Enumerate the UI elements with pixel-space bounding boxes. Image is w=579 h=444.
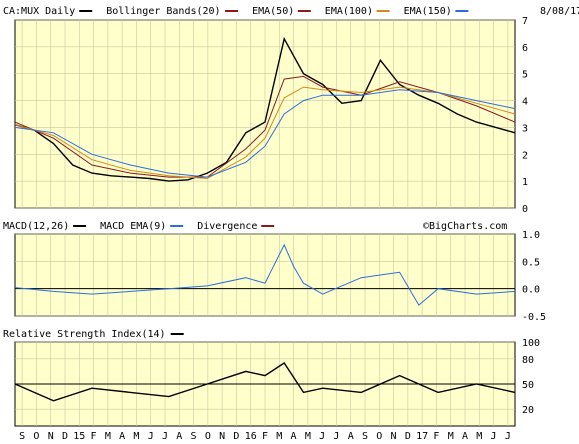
x-tick-label: J: [162, 431, 168, 442]
price-y-tick-labels: 0 1 2 3 4 5 6 7: [522, 16, 528, 215]
chart-date: 8/08/17: [540, 6, 579, 17]
y-tick-label: 0: [522, 204, 528, 215]
x-tick-label: F: [433, 431, 439, 442]
series-line: [14, 36, 516, 182]
legend-label: Relative Strength Index(14): [3, 329, 166, 340]
price-series: [14, 36, 516, 182]
x-tick-label: J: [148, 431, 154, 442]
series-line: [14, 75, 516, 178]
series-line: [14, 86, 516, 180]
legend-label: MACD EMA(9): [100, 221, 166, 232]
macd-legend: MACD(12,26) MACD EMA(9) Divergence: [3, 221, 275, 232]
x-tick-label: M: [305, 431, 311, 442]
y-tick-label: 5: [522, 70, 528, 81]
x-tick-label: A: [176, 431, 182, 442]
x-tick-label: J: [319, 431, 325, 442]
x-tick-label: F: [262, 431, 268, 442]
price-legend: CA:MUX Daily Bollinger Bands(20) EMA(50) EM…: [3, 6, 469, 17]
x-tick-label: M: [105, 431, 111, 442]
x-tick-label: S: [19, 431, 25, 442]
y-tick-label: 4: [522, 97, 528, 108]
x-tick-label: O: [205, 431, 211, 442]
macd-panel: 1.0 0.5 0.0 -0.5 MACD(12,26) MACD EMA(9) Dive…: [3, 221, 546, 323]
x-tick-label: A: [119, 431, 125, 442]
y-tick-label: 7: [522, 16, 528, 27]
x-tick-label: D: [405, 431, 411, 442]
y-tick-label: 1.0: [522, 230, 540, 241]
y-tick-label: 3: [522, 123, 528, 134]
x-tick-label: D: [62, 431, 68, 442]
x-tick-label: M: [476, 431, 482, 442]
x-tick-label: S: [362, 431, 368, 442]
legend-label: EMA(150): [404, 6, 452, 17]
macd-series: [14, 243, 516, 306]
macd-grid: [15, 233, 515, 317]
watermark: ©BigCharts.com: [423, 221, 507, 232]
y-tick-label: 6: [522, 43, 528, 54]
y-tick-label: 2: [522, 150, 528, 161]
y-tick-label: -0.5: [522, 312, 546, 323]
rsi-panel: 100 80 50 20 Relative Strength Index(14): [3, 329, 540, 427]
y-tick-label: 20: [522, 405, 534, 416]
x-tick-label: A: [291, 431, 297, 442]
x-tick-label: J: [333, 431, 339, 442]
rsi-y-tick-labels: 100 80 50 20: [522, 338, 540, 416]
y-tick-label: 80: [522, 355, 534, 366]
rsi-series: [14, 362, 516, 402]
x-tick-label: N: [391, 431, 397, 442]
rsi-legend: Relative Strength Index(14): [3, 329, 184, 340]
x-tick-label: J: [491, 431, 497, 442]
legend-label: EMA(100): [325, 6, 373, 17]
x-tick-label: N: [48, 431, 54, 442]
y-tick-label: 100: [522, 338, 540, 349]
legend-label: CA:MUX Daily: [3, 6, 75, 17]
x-tick-label: M: [448, 431, 454, 442]
legend-label: Bollinger Bands(20): [106, 6, 220, 17]
x-tick-label: 17: [416, 431, 428, 442]
legend-label: EMA(50): [252, 6, 294, 17]
price-panel: 0 1 2 3 4 5 6 7 CA:MUX Daily Bollinger Bands(20)…: [3, 6, 579, 215]
x-tick-label: M: [276, 431, 282, 442]
legend-label: Divergence: [197, 221, 257, 232]
x-tick-label: J: [505, 431, 511, 442]
x-tick-label: N: [219, 431, 225, 442]
price-grid: [15, 19, 515, 209]
x-tick-label: 16: [245, 431, 257, 442]
x-axis-labels: S O N D 15 F M A M J J A S O N D 16 F M A M J J A S O N D 17 F M A M J J: [19, 431, 511, 442]
legend-label: MACD(12,26): [3, 221, 69, 232]
y-tick-label: 1: [522, 177, 528, 188]
macd-y-tick-labels: 1.0 0.5 0.0 -0.5: [522, 230, 546, 323]
x-tick-label: A: [348, 431, 354, 442]
x-tick-label: M: [133, 431, 139, 442]
x-tick-label: S: [191, 431, 197, 442]
rsi-grid: [15, 341, 515, 426]
y-tick-label: 0.5: [522, 257, 540, 268]
series-line: [14, 362, 516, 402]
y-tick-label: 0.0: [522, 285, 540, 296]
series-line: [14, 89, 516, 178]
x-tick-label: O: [33, 431, 39, 442]
y-tick-label: 50: [522, 380, 534, 391]
x-tick-label: F: [91, 431, 97, 442]
x-tick-label: O: [376, 431, 382, 442]
x-tick-label: 15: [73, 431, 85, 442]
x-tick-label: D: [233, 431, 239, 442]
series-line: [14, 243, 516, 306]
x-tick-label: A: [462, 431, 468, 442]
